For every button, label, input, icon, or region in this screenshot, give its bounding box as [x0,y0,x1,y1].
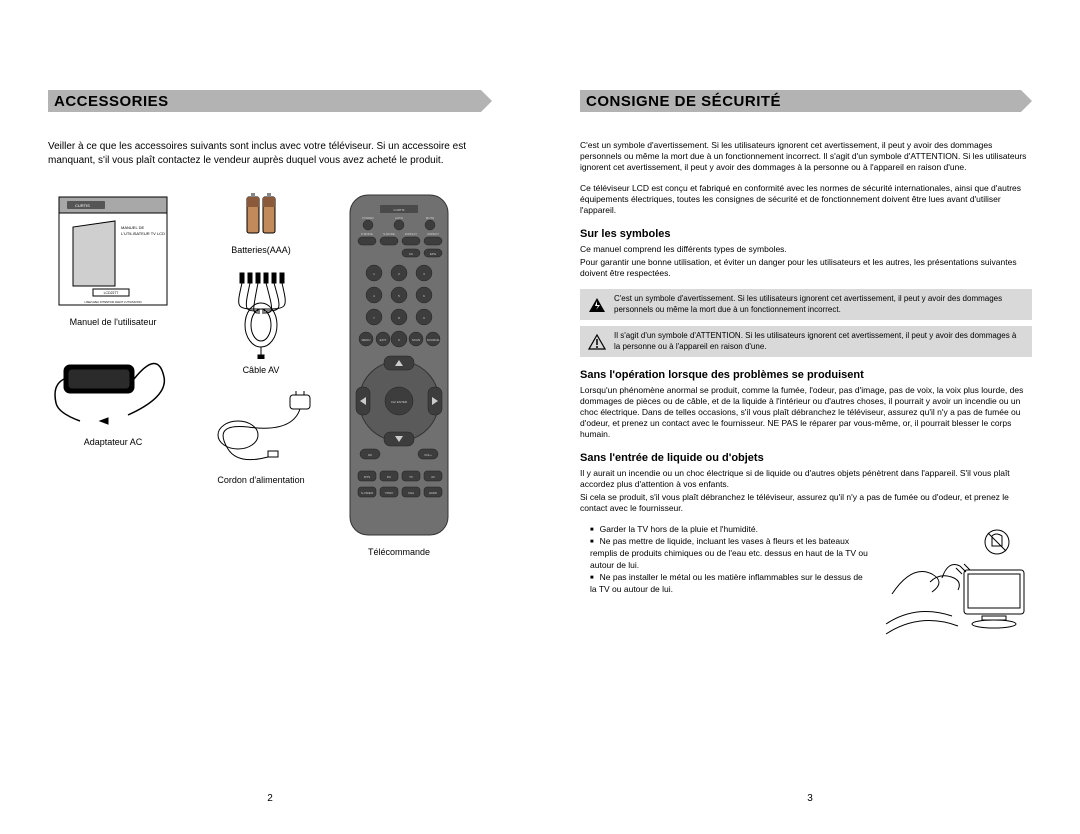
symbols-heading: Sur les symboles [580,228,1032,240]
bullet-3: Ne pas installer le métal ou les matière… [590,572,870,596]
section-title: CONSIGNE DE SÉCURITÉ [580,90,1021,112]
svg-text:EXIT: EXIT [380,338,387,342]
manual-label: Manuel de l'utilisateur [70,317,157,327]
svg-text:ASPECT: ASPECT [427,232,439,236]
chevron-icon [1021,90,1032,112]
svg-text:TV: TV [409,475,413,479]
symbols-line1: Ce manuel comprend les différents types … [580,244,1032,255]
svg-text:CURTIS: CURTIS [75,203,90,208]
svg-text:MUTE: MUTE [426,216,435,220]
svg-text:LCD2277: LCD2277 [104,291,119,295]
warning-excl-icon [588,334,606,350]
svg-text:LISEZ AVEC ATTENTION AVANT L'U: LISEZ AVEC ATTENTION AVANT L'UTILISATION [85,300,142,304]
svg-text:S-VIDEO: S-VIDEO [361,491,374,495]
warning-box-2-text: Il s'agit d'un symbole d'ATTENTION. Si l… [614,331,1024,352]
svg-text:CH/ ENTER: CH/ ENTER [391,400,408,404]
warning-bolt-icon [588,297,606,313]
liquid-line1: Il y aurait un incendie ou un choc élect… [580,468,1032,490]
warning-box-1-text: C'est un symbole d'avertissement. Si les… [614,294,1024,315]
col-2: Batteries(AAA) [206,191,316,571]
page-right: CONSIGNE DE SÉCURITÉ C'est un symbole d'… [540,0,1080,834]
svg-text:VOL+: VOL+ [424,453,432,457]
batteries-illustration [241,191,281,239]
svg-text:OK: OK [368,453,372,457]
problems-text: Lorsqu'un phénomène anormal se produit, … [580,385,1032,440]
adapter-illustration [48,341,178,431]
cord-illustration [206,389,316,469]
svg-text:POWER: POWER [362,216,374,220]
svg-text:MENU: MENU [362,338,371,342]
page-number-right: 3 [807,793,813,804]
section-header-safety: CONSIGNE DE SÉCURITÉ [580,90,1032,112]
liquid-illustration [882,524,1032,654]
remote-illustration: CURTIS POWER AUTO MUTE P.MODE S.MODE DIS… [344,191,454,541]
svg-text:MANUEL DE: MANUEL DE [121,225,145,230]
adapter-label: Adaptateur AC [84,437,143,447]
symbols-line2: Pour garantir une bonne utilisation, et … [580,257,1032,279]
cord-label: Cordon d'alimentation [217,475,304,485]
svg-text:P.MODE: P.MODE [361,232,372,236]
svg-text:AV: AV [431,475,435,479]
bullet-2: Ne pas mettre de liquide, incluant les v… [590,536,870,572]
svg-text:YPbPr: YPbPr [385,491,394,495]
svg-text:EPG: EPG [430,252,437,256]
svg-text:CURTIS: CURTIS [393,208,404,212]
col-3: CURTIS POWER AUTO MUTE P.MODE S.MODE DIS… [344,191,454,571]
svg-text:VGA: VGA [408,491,414,495]
accessories-grid: CURTIS MANUEL DE L'UTILISATEUR TV LCD LC… [48,191,492,571]
remote-label: Télécommande [368,547,430,557]
svg-text:SOURCE: SOURCE [427,338,440,342]
intro-para-1: C'est un symbole d'avertissement. Si les… [580,140,1032,173]
section-header-accessories: ACCESSORIES [48,90,492,112]
svg-text:SCAN: SCAN [412,338,420,342]
warning-box-1: C'est un symbole d'avertissement. Si les… [580,289,1032,320]
warning-box-2: Il s'agit d'un symbole d'ATTENTION. Si l… [580,326,1032,357]
svg-text:DISPLAY: DISPLAY [405,232,417,236]
manual-illustration: CURTIS MANUEL DE L'UTILISATEUR TV LCD LC… [53,191,173,311]
bullet-1: Garder la TV hors de la pluie et l'humid… [590,524,870,536]
liquid-line2: Si cela se produit, s'il vous plaît débr… [580,492,1032,514]
svg-text:S.MODE: S.MODE [383,232,395,236]
svg-text:HDMI: HDMI [429,491,437,495]
accessories-intro: Veiller à ce que les accessoires suivant… [48,140,492,167]
problems-heading: Sans l'opération lorsque des problèmes s… [580,369,1032,381]
section-title: ACCESSORIES [48,90,481,112]
page-left: ACCESSORIES Veiller à ce que les accesso… [0,0,540,834]
svg-text:MTS: MTS [364,475,370,479]
liquid-bullets: Garder la TV hors de la pluie et l'humid… [580,524,870,595]
svg-text:AUTO: AUTO [395,216,404,220]
cable-illustration [226,269,296,359]
liquid-heading: Sans l'entrée de liquide ou d'objets [580,452,1032,464]
svg-text:L'UTILISATEUR TV LCD: L'UTILISATEUR TV LCD [121,231,165,236]
batteries-label: Batteries(AAA) [231,245,291,255]
col-1: CURTIS MANUEL DE L'UTILISATEUR TV LCD LC… [48,191,178,571]
page-number-left: 2 [267,793,273,804]
intro-para-2: Ce téléviseur LCD est conçu et fabriqué … [580,183,1032,216]
chevron-icon [481,90,492,112]
cable-label: Câble AV [243,365,280,375]
